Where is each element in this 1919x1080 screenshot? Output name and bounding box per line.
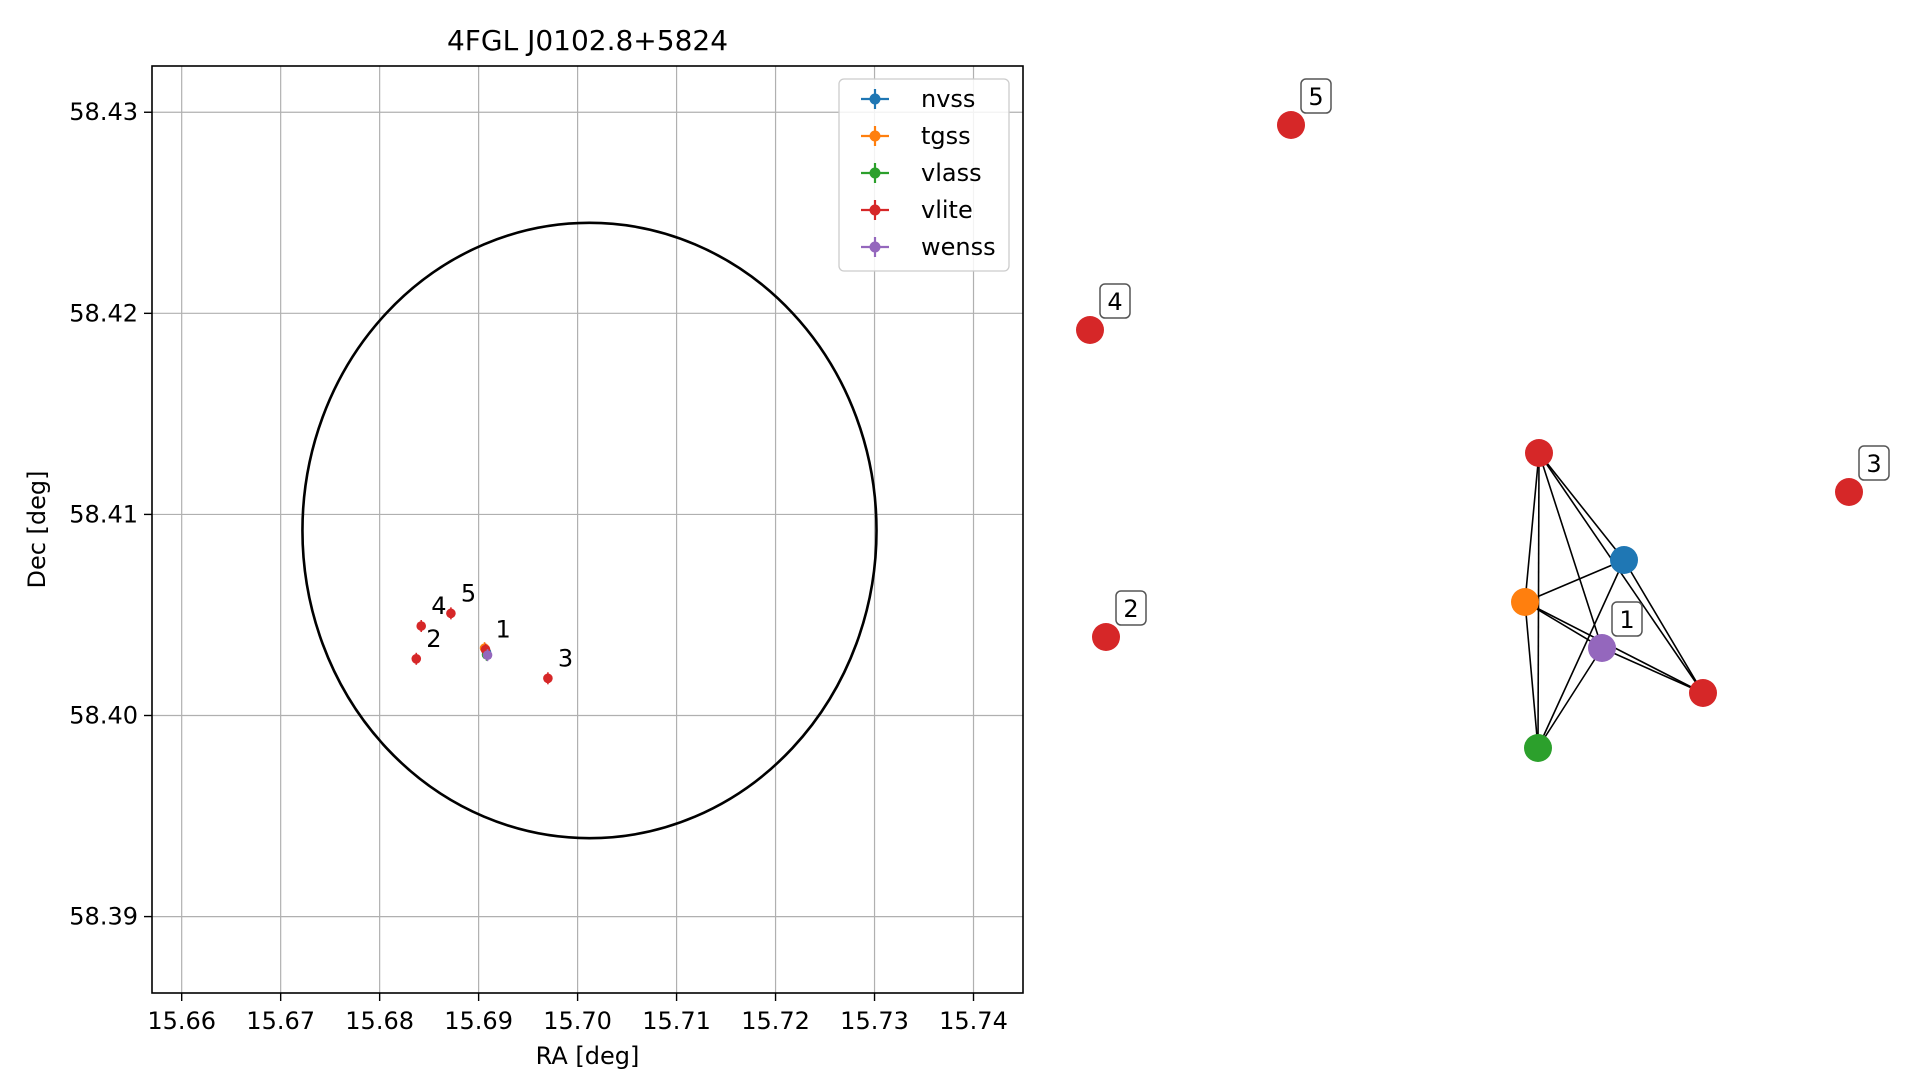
x-tick-label-0: 15.66 — [147, 1007, 216, 1035]
graph-node-n3 — [1511, 588, 1539, 616]
y-ticks: 58.39 58.40 58.41 58.42 58.43 — [69, 98, 152, 931]
graph-node-n2 — [1610, 546, 1638, 574]
graph-edge-10 — [1524, 601, 1539, 749]
vlite-point-4 — [446, 608, 456, 619]
vlite-point-3 — [416, 621, 427, 631]
legend-marker-tgss — [869, 130, 881, 142]
legend: nvss tgss vlass vlite wenss — [838, 78, 1010, 272]
y-tick-label-1: 58.40 — [69, 702, 138, 730]
graph-node-n5 — [1689, 679, 1717, 707]
ellipse-layer — [301, 221, 878, 840]
graph-node-label-n9: 4 — [1107, 288, 1122, 316]
vlite-point-2 — [543, 673, 553, 684]
x-tick-label-4: 15.70 — [543, 1007, 612, 1035]
legend-box — [838, 78, 1010, 272]
scatter-panel: 1 2 3 4 5 15.66 15.67 15.68 15.69 15.70 15.71 15.7… — [23, 24, 1024, 1070]
points-layer: 1 2 3 4 5 — [411, 579, 573, 685]
graph-node-label-n7: 2 — [1123, 595, 1138, 623]
x-tick-label-5: 15.71 — [642, 1007, 711, 1035]
graph-edge-12 — [1537, 647, 1603, 749]
y-tick-label-0: 58.39 — [69, 903, 138, 931]
graph-edge-1 — [1524, 452, 1540, 603]
graph-edge-11 — [1601, 647, 1704, 694]
vlite-point-label-3: 4 — [431, 592, 446, 620]
y-tick-label-4: 58.43 — [69, 98, 138, 126]
legend-marker-vlass — [869, 167, 881, 179]
nodes-layer — [1076, 111, 1863, 762]
graph-node-label-box-n4 — [1611, 601, 1643, 637]
wenss-point-0 — [482, 650, 493, 660]
graph-node-n10 — [1277, 111, 1305, 139]
graph-node-label-box-n10 — [1300, 78, 1332, 114]
x-ticks: 15.66 15.67 15.68 15.69 15.70 15.71 15.72 15.73… — [147, 993, 1008, 1035]
x-tick-label-6: 15.72 — [741, 1007, 810, 1035]
graph-node-n7 — [1092, 623, 1120, 651]
graph-edge-0 — [1538, 452, 1625, 561]
legend-marker-nvss — [869, 93, 881, 105]
legend-label-wenss: wenss — [921, 233, 996, 261]
vlite-point-label-1: 2 — [426, 625, 441, 653]
vlite-point-label-2: 3 — [558, 644, 573, 672]
graph-node-n6 — [1524, 734, 1552, 762]
legend-marker-wenss — [869, 241, 881, 253]
graph-edge-6 — [1623, 559, 1704, 694]
legend-label-vlass: vlass — [921, 159, 982, 187]
vlite-point-label-4: 5 — [461, 579, 476, 607]
graph-node-n8 — [1835, 478, 1863, 506]
x-tick-label-8: 15.74 — [939, 1007, 1008, 1035]
chart-title: 4FGL J0102.8+5824 — [447, 24, 728, 57]
legend-label-nvss: nvss — [921, 85, 975, 113]
graph-node-n4 — [1588, 634, 1616, 662]
node-labels-layer: 1 2 3 4 5 — [1099, 78, 1890, 637]
graph-node-n9 — [1076, 316, 1104, 344]
graph-node-label-n8: 3 — [1866, 450, 1881, 478]
graph-node-label-box-n9 — [1099, 283, 1131, 319]
legend-label-tgss: tgss — [921, 122, 971, 150]
x-tick-label-1: 15.67 — [246, 1007, 315, 1035]
x-tick-label-3: 15.69 — [444, 1007, 513, 1035]
graph-edge-2 — [1538, 452, 1603, 649]
vlite-point-1 — [411, 653, 422, 664]
edges-layer — [1524, 452, 1704, 749]
axes-frame — [151, 65, 1024, 994]
graph-edge-5 — [1524, 559, 1625, 603]
legend-label-vlite: vlite — [921, 196, 973, 224]
graph-node-label-n10: 5 — [1308, 83, 1323, 111]
graph-node-n1 — [1525, 439, 1553, 467]
graph-node-label-box-n8 — [1858, 445, 1890, 481]
graph-node-label-box-n7 — [1115, 590, 1147, 626]
error-ellipse — [301, 221, 878, 840]
x-tick-label-7: 15.73 — [840, 1007, 909, 1035]
x-axis-label: RA [deg] — [536, 1042, 640, 1070]
y-tick-label-3: 58.42 — [69, 299, 138, 327]
y-tick-label-2: 58.41 — [69, 500, 138, 528]
graph-node-label-n4: 1 — [1619, 606, 1634, 634]
network-panel: 1 2 3 4 5 — [1076, 78, 1890, 762]
graph-edge-8 — [1524, 601, 1603, 649]
y-axis-label: Dec [deg] — [23, 470, 51, 588]
vlite-point-label-0: 1 — [496, 616, 511, 644]
x-tick-label-2: 15.68 — [345, 1007, 414, 1035]
legend-marker-vlite — [869, 204, 881, 216]
graph-edge-7 — [1537, 559, 1625, 749]
